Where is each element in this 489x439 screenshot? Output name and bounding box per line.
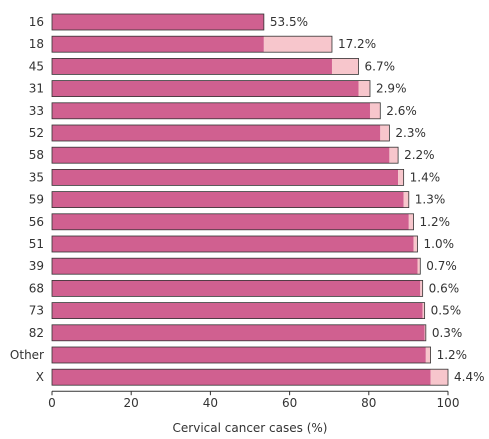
x-tick-label-40: 40 [203,396,218,410]
bar-cumulative-45 [52,58,332,75]
category-label-51: 51 [29,237,44,251]
category-label-18: 18 [29,37,44,51]
bar-increment-56 [408,213,414,230]
category-label-73: 73 [29,304,44,318]
value-label-73: 0.5% [431,304,462,318]
value-labels: 53.5% 17.2% 6.7% 2.9% 2.6% 2.3% 2.2% 1.4% 1.3% 1.… [270,15,485,384]
category-label-45: 45 [29,59,44,73]
value-label-52: 2.3% [395,126,426,140]
bar-outline-58 [51,146,399,164]
bar-cumulative-x [52,369,431,386]
bar-increment-73 [422,302,425,319]
category-label-58: 58 [29,148,44,162]
bar-outline-18 [51,35,333,53]
category-label-35: 35 [29,170,44,184]
bar-increment-51 [413,236,418,252]
value-label-59: 1.3% [415,193,446,207]
value-label-31: 2.9% [376,82,407,96]
value-label-18: 17.2% [338,37,376,51]
value-label-82: 0.3% [432,326,463,340]
bar-increment-39 [417,258,421,275]
category-label-52: 52 [29,126,44,140]
bar-cumulative-82 [52,324,425,341]
bar-cumulative-52 [52,125,381,141]
bar-cumulative-51 [52,236,414,252]
bar-increment-18 [263,36,332,53]
bar-increment-35 [398,169,404,186]
value-label-33: 2.6% [386,104,417,118]
category-label-31: 31 [29,82,44,96]
bar-cumulative-18 [52,36,264,53]
bar-outline-39 [51,257,421,275]
x-axis-title: Cervical cancer cases (%) [173,421,328,435]
bar-outline-33 [51,102,381,120]
value-label-39: 0.7% [426,259,457,273]
category-label-59: 59 [29,193,44,207]
bar-increment-58 [389,147,399,164]
value-label-x: 4.4% [454,370,485,384]
bar-increment-82 [424,324,426,341]
bar-outline-16 [51,13,265,31]
category-label-56: 56 [29,215,44,229]
bar-cumulative-56 [52,213,409,230]
bar-outline-51 [51,235,418,253]
bar-increment-31 [358,80,370,97]
x-tick-label-80: 80 [361,396,376,410]
category-label-68: 68 [29,281,44,295]
bar-cumulative-59 [52,191,404,208]
x-axis: 0 20 40 60 80 100 [48,390,460,410]
bar-cumulative-33 [52,102,370,119]
category-label-x: X [36,370,44,384]
bar-increment-x [430,369,448,386]
category-label-39: 39 [29,259,44,273]
bar-cumulative-68 [52,280,421,297]
bar-increment-52 [380,125,390,141]
bar-increment-68 [420,280,423,297]
bar-outline-x [51,368,449,386]
bar-cumulative-35 [52,169,399,186]
category-label-other: Other [10,348,44,362]
bar-outline-52 [51,124,390,142]
bar-cumulative-39 [52,258,418,275]
x-tick-label-20: 20 [124,396,139,410]
bar-outline-other [51,346,431,364]
category-labels: 16 18 45 31 33 52 58 35 59 56 51 39 68 73 82 Other X [10,15,44,384]
value-label-45: 6.7% [365,59,396,73]
bar-outline-45 [51,58,359,75]
category-label-33: 33 [29,104,44,118]
bar-outline-82 [51,324,427,342]
x-tick-label-100: 100 [437,396,460,410]
x-tick-label-60: 60 [282,396,297,410]
value-label-68: 0.6% [429,281,460,295]
bar-outline-35 [51,168,405,186]
bar-increment-59 [403,191,409,208]
bar-cumulative-73 [52,302,423,319]
bar-increment-33 [369,102,381,119]
bar-outline-31 [51,80,371,97]
bar-cumulative-31 [52,80,359,97]
value-label-35: 1.4% [410,170,441,184]
value-label-51: 1.0% [424,237,455,251]
value-label-other: 1.2% [437,348,468,362]
value-label-16: 53.5% [270,15,308,29]
bar-outline-73 [51,302,426,320]
bar-outline-68 [51,279,424,297]
bar-cumulative-other [52,347,426,363]
bar-increment-45 [331,58,359,75]
value-label-56: 1.2% [420,215,451,229]
bar-outline-59 [51,191,410,209]
category-label-16: 16 [29,15,44,29]
bar-outline-56 [51,213,414,231]
bar-cumulative-58 [52,147,390,164]
bar-increment-other [425,347,431,363]
bars-group [51,13,449,386]
bar-increment-16 [52,14,264,30]
value-label-58: 2.2% [404,148,435,162]
category-label-82: 82 [29,326,44,340]
x-tick-label-0: 0 [48,396,56,410]
